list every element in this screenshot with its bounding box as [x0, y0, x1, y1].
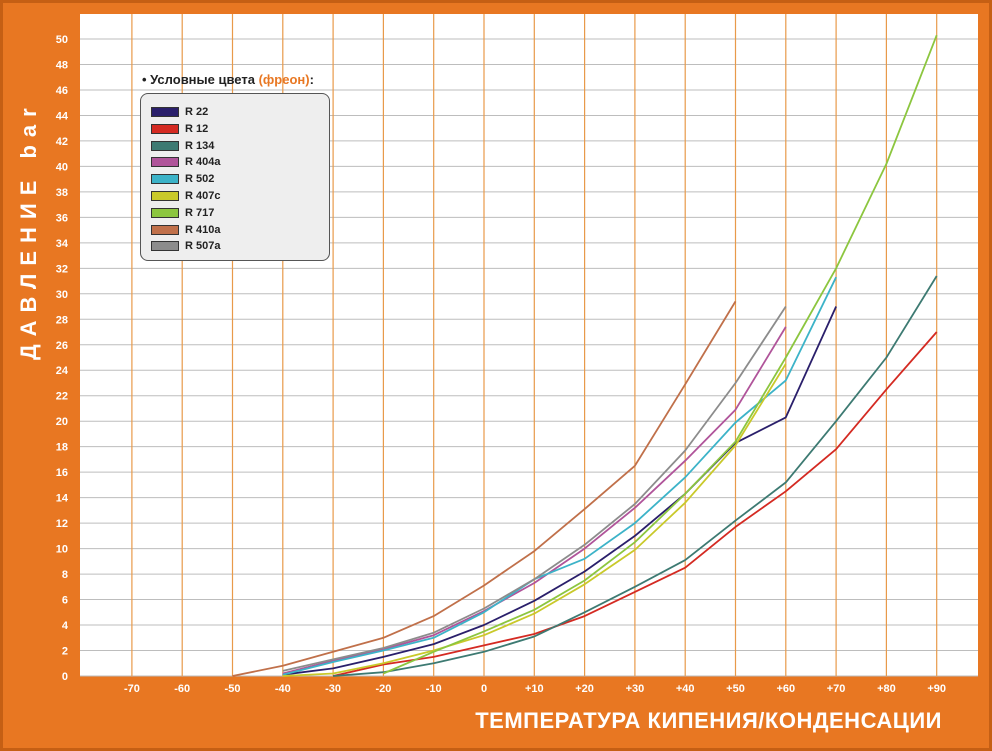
legend-swatch — [151, 140, 179, 151]
y-axis-label-text: ДАВЛЕНИЕ bar — [16, 100, 41, 360]
x-tick-label: -10 — [426, 683, 442, 695]
legend-swatch — [151, 174, 179, 185]
y-tick-label: 20 — [56, 416, 68, 428]
x-tick-label: +40 — [676, 683, 695, 695]
x-tick-label: +80 — [877, 683, 896, 695]
y-tick-label: 28 — [56, 314, 68, 326]
legend-swatch — [151, 191, 179, 201]
y-tick-label: 4 — [62, 620, 69, 632]
x-tick-label: +50 — [726, 683, 745, 695]
y-tick-label: 34 — [56, 238, 69, 250]
legend-item: R 717 — [151, 205, 214, 221]
y-tick-label: 32 — [56, 263, 68, 275]
y-tick-label: 22 — [56, 391, 68, 403]
legend-title-suffix: : — [309, 72, 314, 87]
y-tick-label: 50 — [56, 34, 68, 46]
legend-item: R 407c — [151, 188, 220, 204]
y-tick-label: 42 — [56, 136, 68, 148]
y-tick-label: 46 — [56, 85, 68, 97]
legend-label: R 134 — [185, 139, 215, 152]
legend-item: R 507a — [151, 238, 220, 254]
y-tick-label: 14 — [56, 493, 69, 505]
legend-label: R 404a — [185, 156, 221, 169]
legend-item: R 502 — [151, 171, 214, 187]
legend-swatch — [151, 241, 179, 252]
y-tick-label: 18 — [56, 442, 68, 454]
y-tick-label: 38 — [56, 187, 68, 199]
legend-item: R 410a — [151, 222, 220, 238]
legend-box: R 22 R 12 R 134 R 404a R 502 R 407c R 717 R 410… — [140, 93, 330, 261]
series-line-r-12 — [332, 331, 938, 677]
x-tick-label: +90 — [927, 683, 946, 695]
legend-label: R 717 — [185, 206, 215, 219]
legend-label: R 407c — [185, 190, 221, 202]
x-tick-label: 0 — [481, 683, 487, 695]
x-tick-label: +30 — [626, 683, 645, 695]
series-line-r-134 — [333, 275, 938, 677]
y-tick-label: 36 — [56, 212, 68, 224]
legend-label: R 502 — [185, 173, 215, 186]
y-tick-label: 10 — [56, 544, 68, 556]
legend-item: R 404a — [151, 154, 220, 170]
legend-title-accent: (фреон) — [258, 72, 310, 87]
series-line-r-717 — [383, 34, 938, 675]
legend-swatch — [151, 207, 179, 218]
series-line-r-404a — [282, 326, 787, 675]
x-tick-label: -20 — [375, 683, 391, 695]
legend-swatch — [151, 224, 179, 235]
x-tick-label: -40 — [275, 683, 291, 695]
legend-label: R 12 — [185, 122, 209, 135]
legend-item: R 12 — [151, 121, 208, 137]
y-tick-label: 8 — [62, 569, 68, 581]
legend-item: R 134 — [151, 138, 214, 154]
y-tick-label: 0 — [62, 671, 68, 683]
x-tick-label: -50 — [225, 683, 241, 695]
y-tick-label: 30 — [56, 289, 68, 301]
legend-label: R 22 — [185, 106, 209, 118]
x-tick-label: +70 — [827, 683, 846, 695]
y-tick-label: 40 — [56, 161, 68, 173]
series-line-r-22 — [282, 306, 837, 676]
y-axis-label: ДАВЛЕНИЕ bar — [16, 100, 41, 360]
legend-title-prefix: • Условные цвета — [142, 72, 259, 87]
legend-title: • Условные цвета (фреон): — [142, 72, 314, 87]
series-line-r-410a — [232, 300, 737, 677]
legend-label: R 410a — [185, 223, 221, 236]
y-tick-label: 2 — [62, 646, 68, 658]
x-axis-label: ТЕМПЕРАТУРА КИПЕНИЯ/КОНДЕНСАЦИИ — [475, 708, 942, 733]
y-tick-label: 44 — [56, 110, 69, 122]
x-tick-label: -30 — [325, 683, 341, 695]
y-tick-label: 26 — [56, 340, 68, 352]
x-tick-label: -70 — [124, 683, 140, 695]
legend-label: R 507a — [185, 240, 221, 253]
y-tick-label: 16 — [56, 467, 68, 479]
y-tick-label: 12 — [56, 518, 68, 530]
legend-swatch — [151, 157, 179, 168]
y-tick-label: 24 — [56, 365, 69, 377]
series-line-r-502 — [282, 276, 837, 676]
x-tick-label: +10 — [525, 683, 544, 695]
y-tick-label: 6 — [62, 595, 68, 607]
series-line-r-407c — [282, 363, 787, 677]
x-tick-label: +20 — [575, 683, 594, 695]
legend-swatch — [151, 107, 179, 117]
y-tick-label: 48 — [56, 59, 68, 71]
series-line-r-507a — [282, 306, 787, 672]
x-tick-label: -60 — [174, 683, 190, 695]
legend-swatch — [151, 123, 179, 134]
x-tick-label: +60 — [776, 683, 795, 695]
legend-item: R 22 — [151, 104, 208, 120]
